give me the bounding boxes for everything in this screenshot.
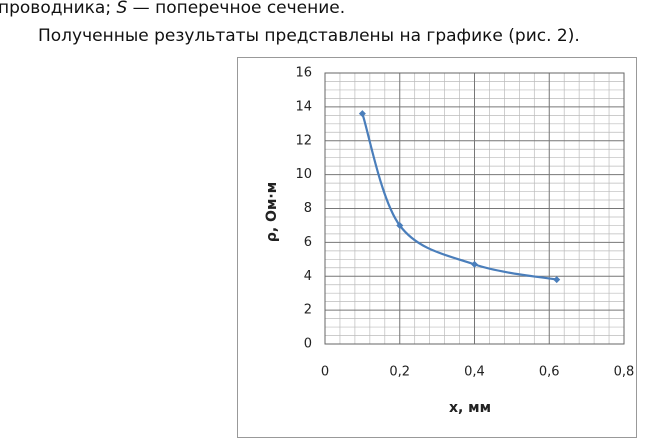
x-tick-label: 0,2 (389, 365, 410, 380)
text-line: проводника; S — поперечное сечение. (0, 0, 345, 18)
y-tick-label: 10 (295, 167, 312, 182)
y-tick-label: 6 (304, 235, 312, 250)
y-tick-label: 0 (304, 337, 312, 352)
x-tick-label: 0,8 (614, 365, 635, 380)
x-tick-label: 0 (321, 365, 329, 380)
y-axis-label: ρ, Ом·м (264, 182, 280, 242)
data-point (358, 110, 366, 118)
text: — поперечное сечение. (127, 0, 346, 18)
text-line: Полученные результаты представлены на гр… (38, 26, 580, 46)
plot-border (324, 72, 625, 345)
text: S (116, 0, 128, 18)
x-tick-label: 0,6 (539, 365, 560, 380)
y-tick-label: 2 (304, 303, 312, 318)
y-tick-label: 14 (295, 99, 312, 114)
y-tick-label: 12 (295, 133, 312, 148)
data-point (471, 260, 478, 268)
text: проводника; (0, 0, 117, 18)
y-tick-label: 16 (295, 66, 312, 81)
x-tick-label: 0,4 (464, 365, 485, 380)
chart-frame (237, 57, 637, 438)
data-point (553, 276, 561, 284)
data-line (361, 113, 557, 281)
x-axis-label: x, мм (449, 400, 491, 416)
y-tick-label: 8 (304, 201, 312, 216)
data-point (396, 221, 404, 229)
y-tick-label: 4 (304, 269, 312, 284)
